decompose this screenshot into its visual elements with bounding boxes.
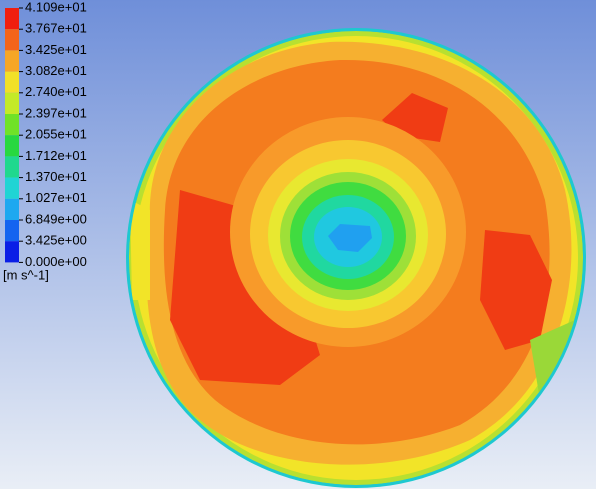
legend-label: 4.109e+01	[25, 0, 87, 14]
region	[130, 200, 150, 300]
legend-label: 2.397e+01	[25, 105, 87, 120]
color-band	[5, 220, 19, 242]
band	[328, 224, 372, 252]
legend-label: 1.027e+01	[25, 190, 87, 205]
color-band	[5, 71, 19, 93]
color-band	[5, 198, 19, 220]
legend-label: 3.767e+01	[25, 21, 87, 36]
legend-label: 0.000e+00	[25, 254, 87, 269]
color-band	[5, 177, 19, 199]
color-band	[5, 135, 19, 157]
color-band	[5, 114, 19, 136]
legend-label: 2.740e+01	[25, 84, 87, 99]
color-band	[5, 241, 19, 263]
color-band	[5, 8, 19, 30]
legend-label: 2.055e+01	[25, 127, 87, 142]
color-band	[5, 92, 19, 114]
region	[480, 230, 552, 350]
contour-plot	[126, 28, 586, 488]
legend-label: 6.849e+00	[25, 211, 87, 226]
legend-label: 3.425e+01	[25, 42, 87, 57]
color-band	[5, 29, 19, 51]
unit-label: [m s^-1]	[3, 267, 49, 282]
color-band	[5, 156, 19, 178]
color-band	[5, 50, 19, 72]
legend-label: 1.712e+01	[25, 148, 87, 163]
legend-label: 3.082e+01	[25, 63, 87, 78]
legend-label: 3.425e+00	[25, 233, 87, 248]
color-bar	[5, 8, 19, 263]
legend-label: 1.370e+01	[25, 169, 87, 184]
